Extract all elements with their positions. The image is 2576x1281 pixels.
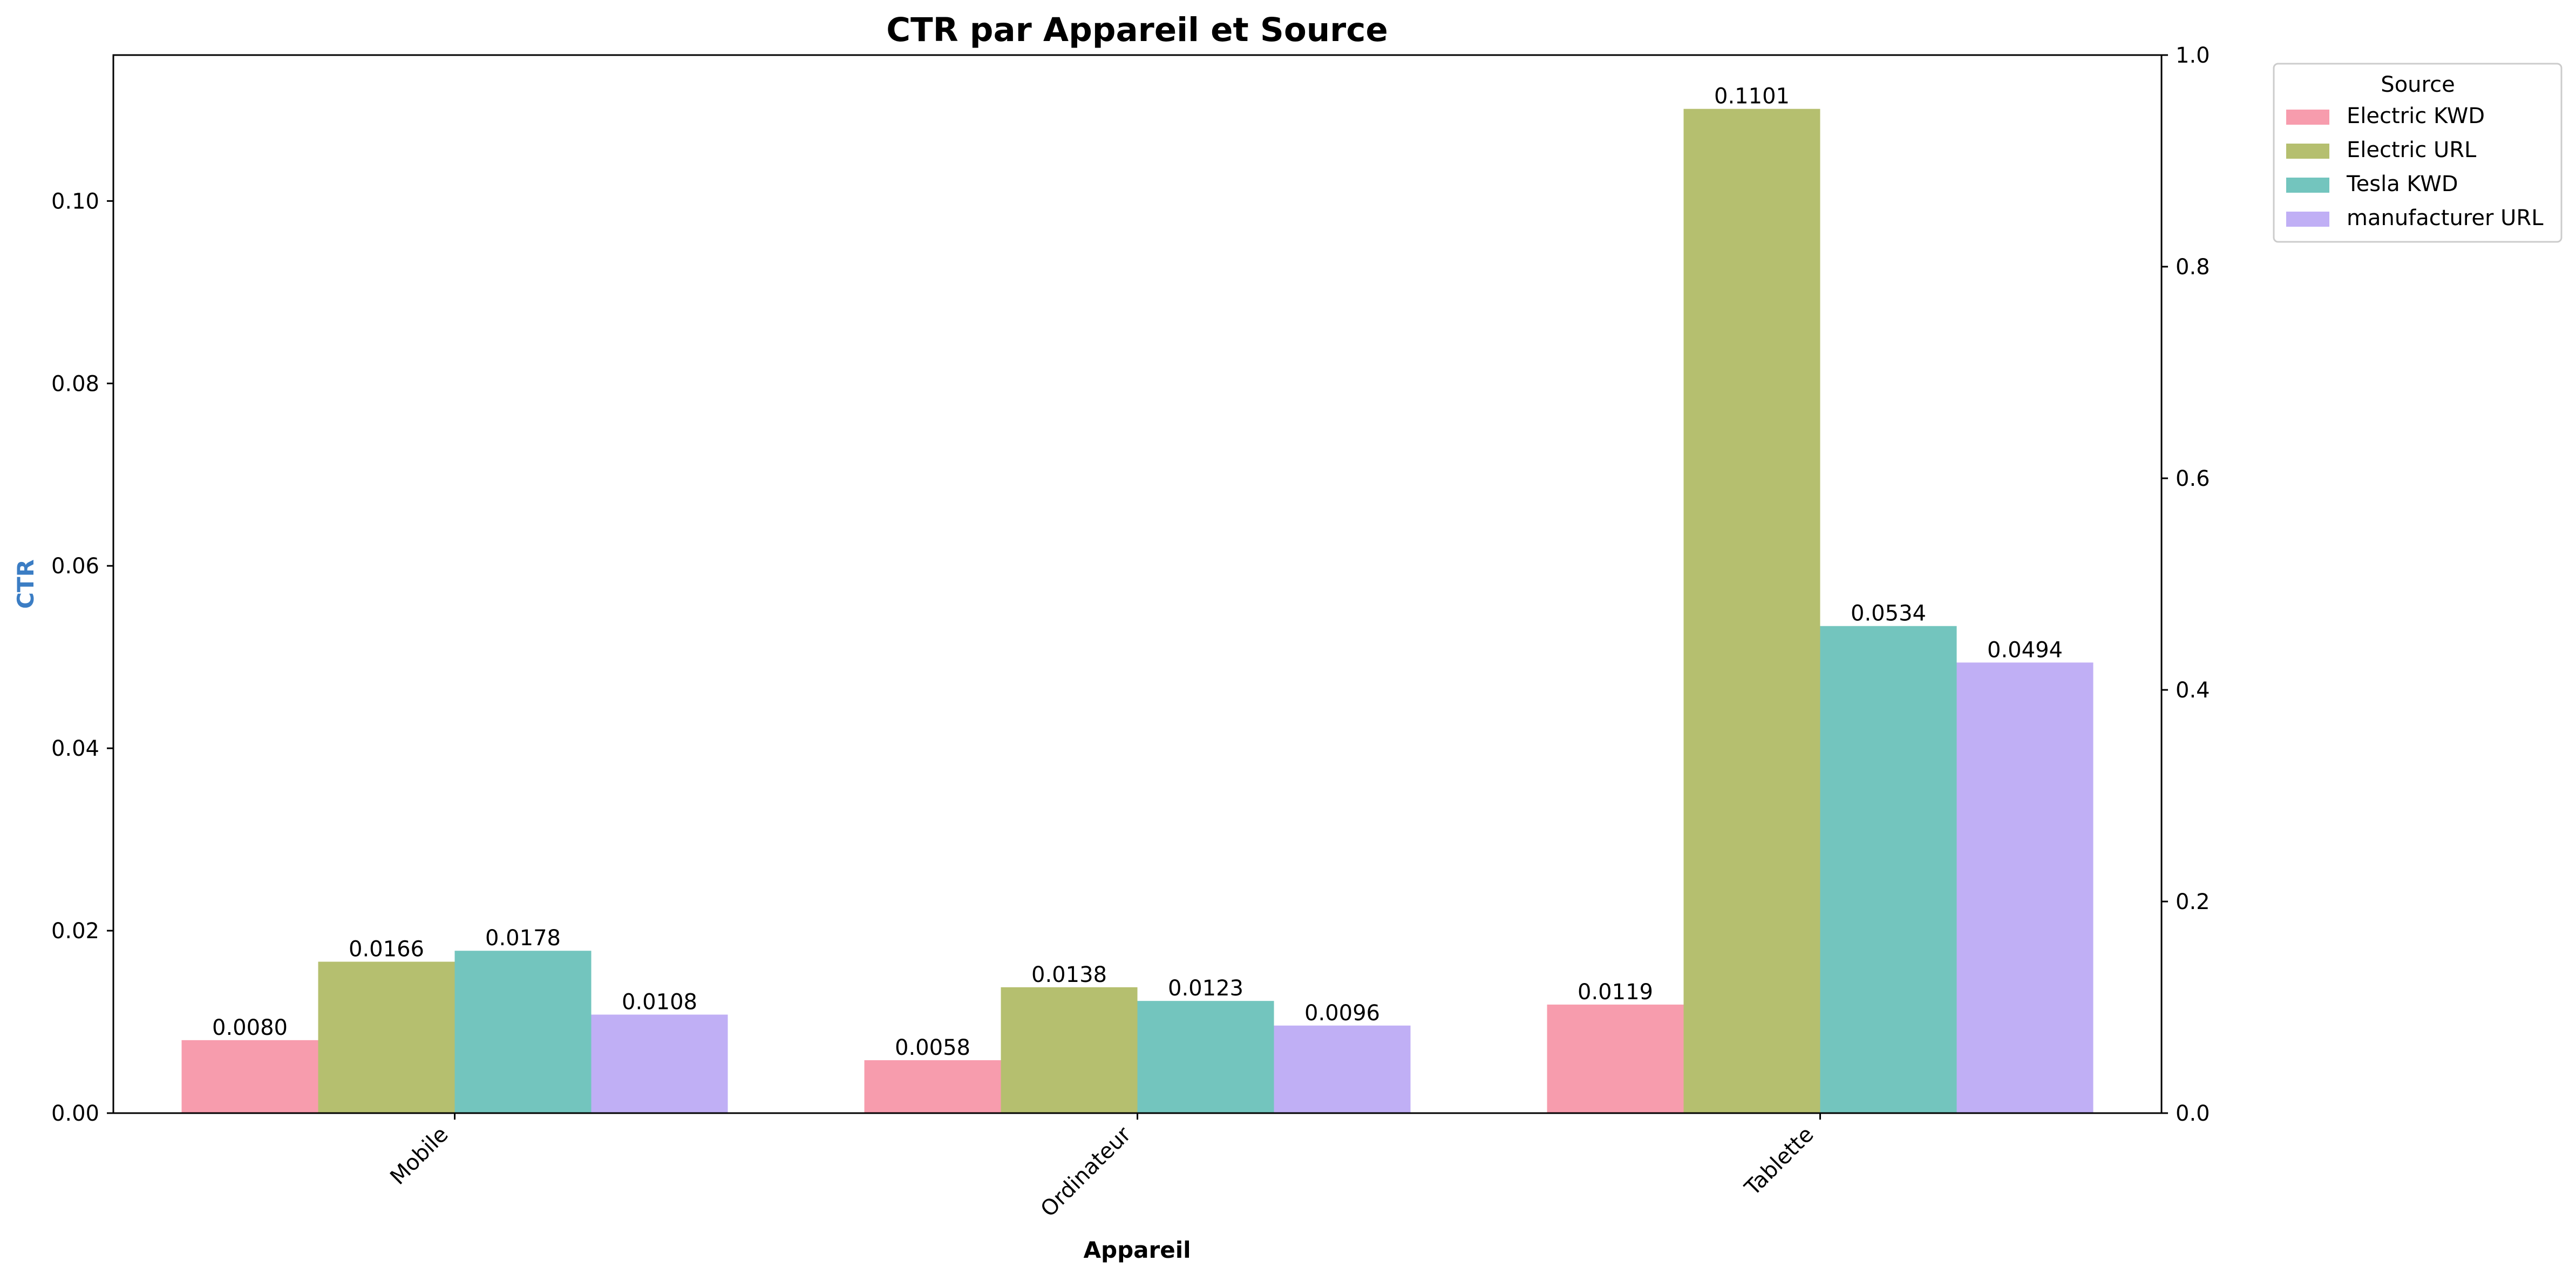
bar — [591, 1014, 728, 1113]
y-tick-label: 0.02 — [51, 919, 99, 944]
x-axis-label: Appareil — [1084, 1237, 1191, 1263]
bar — [181, 1040, 318, 1113]
plot-frame — [112, 54, 2163, 1114]
bar — [1547, 1004, 1684, 1113]
legend-swatch — [2286, 144, 2329, 159]
bar-value-label: 0.0058 — [895, 1035, 970, 1060]
bar-value-label: 0.0494 — [1987, 638, 2063, 662]
y2-tick-label: 0.2 — [2176, 890, 2210, 914]
y-axis-label: CTR — [12, 559, 39, 609]
y-tick-label: 0.04 — [51, 736, 99, 761]
bar-value-label: 0.0123 — [1168, 976, 1243, 1001]
legend-swatch — [2286, 212, 2329, 227]
bar — [1001, 987, 1138, 1113]
chart-title: CTR par Appareil et Source — [886, 11, 1388, 49]
bar-value-label: 0.0178 — [485, 926, 561, 951]
y-tick-label: 0.00 — [51, 1101, 99, 1126]
y-tick-label: 0.10 — [51, 189, 99, 214]
legend-label: Electric URL — [2347, 138, 2477, 162]
y2-tick-label: 0.6 — [2176, 466, 2210, 491]
bar-labels-group: 0.0080 0.0166 0.0178 0.0108 0.0058 0.0138 0.01… — [212, 84, 2063, 1060]
bar — [1274, 1025, 1411, 1113]
legend-swatch — [2286, 110, 2329, 125]
legend: Source Electric KWD Electric URL Tesla KWD… — [2273, 63, 2563, 243]
y2-tick-label: 0.4 — [2176, 678, 2210, 703]
y-tick-label: 0.08 — [51, 371, 99, 396]
bar-value-label: 0.0534 — [1851, 601, 1926, 626]
bar — [1820, 626, 1957, 1113]
legend-title: Source — [2381, 72, 2455, 97]
bar-value-label: 0.0138 — [1031, 963, 1107, 987]
legend-swatch — [2286, 178, 2329, 193]
x-tick-label: Tablette — [1740, 1122, 1819, 1201]
legend-frame — [2273, 63, 2563, 243]
legend-items: Electric KWD Electric URL Tesla KWD manufac… — [2286, 104, 2544, 231]
y2-axis-ticks: 0.0 0.2 0.4 0.6 0.8 1.0 — [2162, 43, 2210, 1126]
bar — [1683, 109, 1820, 1113]
bar — [454, 951, 592, 1113]
legend-label: Tesla KWD — [2346, 172, 2458, 196]
bar-value-label: 0.0080 — [212, 1015, 288, 1040]
x-tick-label: Ordinateur — [1036, 1122, 1136, 1222]
bars-group — [181, 109, 2094, 1113]
y2-tick-label: 0.8 — [2176, 255, 2210, 280]
x-tick-label: Mobile — [385, 1122, 453, 1190]
bar — [864, 1060, 1001, 1113]
x-axis-ticks: Mobile Ordinateur Tablette — [385, 1113, 1821, 1222]
bar — [318, 961, 455, 1113]
bar-value-label: 0.0119 — [1578, 980, 1653, 1005]
bar-value-label: 0.0108 — [622, 990, 697, 1015]
y2-tick-label: 0.0 — [2176, 1101, 2210, 1126]
bar-value-label: 0.1101 — [1714, 84, 1790, 109]
legend-label: Electric KWD — [2347, 104, 2485, 128]
y-tick-label: 0.06 — [51, 554, 99, 579]
y2-tick-label: 1.0 — [2176, 43, 2210, 68]
y-axis-ticks: 0.00 0.02 0.04 0.06 0.08 0.10 — [51, 189, 113, 1126]
bar — [1137, 1001, 1274, 1113]
legend-label: manufacturer URL — [2347, 206, 2544, 231]
bar-value-label: 0.0166 — [349, 937, 424, 962]
bar-value-label: 0.0096 — [1304, 1001, 1380, 1026]
bar — [1956, 662, 2094, 1113]
